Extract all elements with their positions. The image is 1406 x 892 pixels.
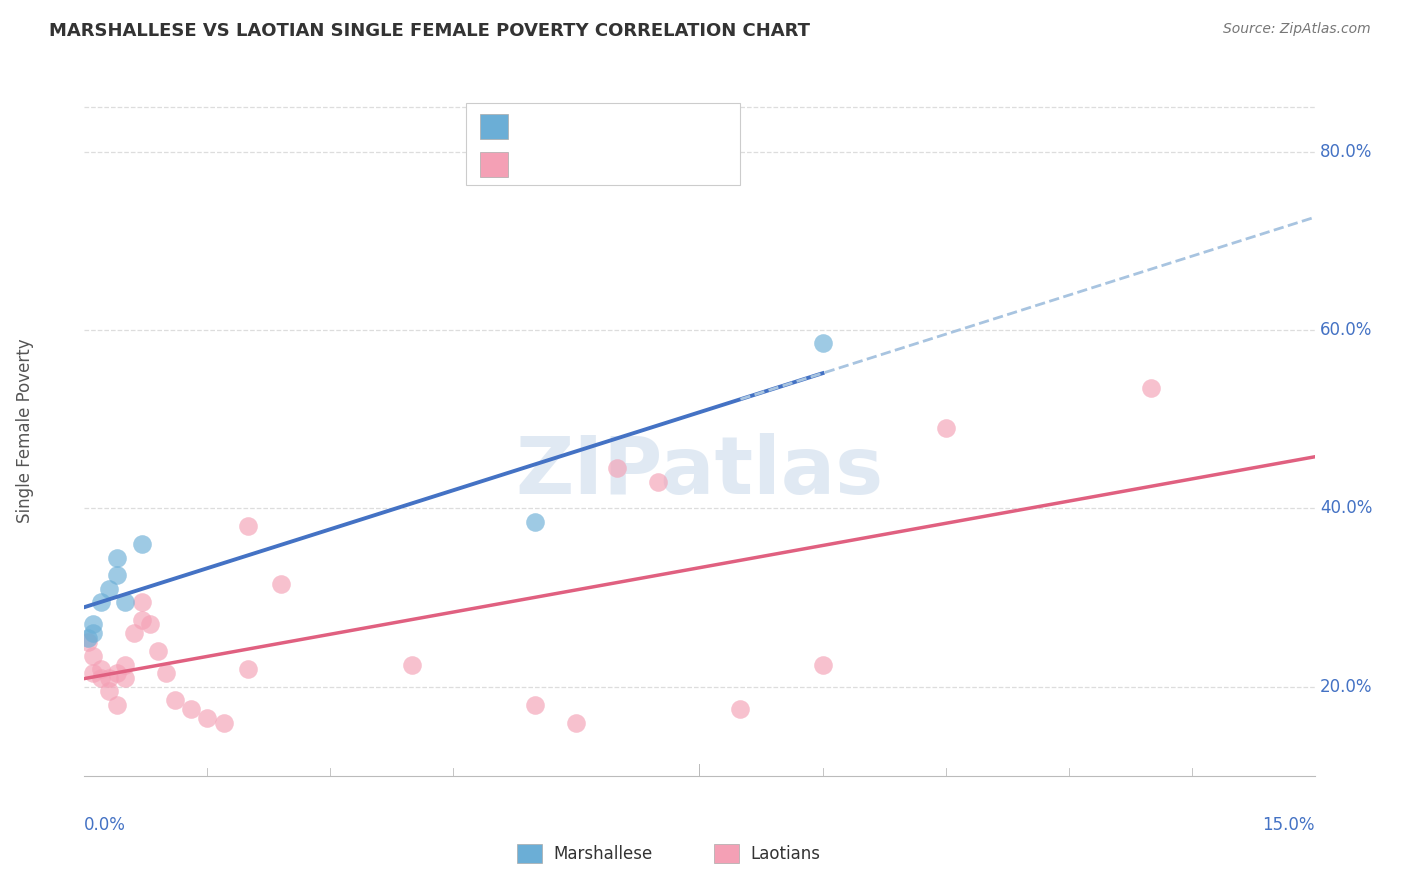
Text: 80.0%: 80.0% <box>1320 143 1372 161</box>
Point <box>114 657 136 672</box>
Point <box>82 617 104 632</box>
Point <box>105 568 128 582</box>
Point <box>647 475 669 489</box>
Point <box>77 635 100 649</box>
Point <box>811 336 834 351</box>
Point <box>524 698 547 712</box>
Point <box>82 648 104 663</box>
Point <box>401 657 423 672</box>
Point <box>105 666 128 681</box>
Point <box>180 702 202 716</box>
Point <box>565 715 588 730</box>
Point <box>82 666 104 681</box>
Point <box>105 698 128 712</box>
Point <box>1139 381 1161 395</box>
Text: 0.497: 0.497 <box>547 157 598 172</box>
Text: 11: 11 <box>640 119 662 134</box>
Text: 0.0%: 0.0% <box>84 816 127 834</box>
Point <box>270 577 292 591</box>
Point <box>730 702 752 716</box>
Point <box>131 613 153 627</box>
Text: 33: 33 <box>640 157 662 172</box>
Text: Laotians: Laotians <box>751 845 820 863</box>
Text: MARSHALLESE VS LAOTIAN SINGLE FEMALE POVERTY CORRELATION CHART: MARSHALLESE VS LAOTIAN SINGLE FEMALE POV… <box>49 22 810 40</box>
Point <box>163 693 186 707</box>
Text: 0.741: 0.741 <box>547 119 598 134</box>
Text: 60.0%: 60.0% <box>1320 321 1372 339</box>
Point <box>139 617 162 632</box>
Point <box>98 671 120 685</box>
Point <box>82 626 104 640</box>
Point <box>90 671 112 685</box>
Point <box>98 684 120 698</box>
Point <box>811 657 834 672</box>
Point <box>524 515 547 529</box>
Point <box>131 595 153 609</box>
Point <box>212 715 235 730</box>
Point <box>238 662 260 676</box>
Text: N =: N = <box>609 119 640 134</box>
Point <box>238 519 260 533</box>
Point <box>131 537 153 551</box>
Text: ZIPatlas: ZIPatlas <box>516 433 883 511</box>
Point <box>148 644 170 658</box>
Text: R =: R = <box>516 157 546 172</box>
Text: Source: ZipAtlas.com: Source: ZipAtlas.com <box>1223 22 1371 37</box>
Text: Marshallese: Marshallese <box>554 845 652 863</box>
Point <box>90 595 112 609</box>
Point <box>77 631 100 645</box>
Text: Single Female Poverty: Single Female Poverty <box>17 338 34 523</box>
Point <box>606 461 628 475</box>
Point <box>98 582 120 596</box>
Text: 20.0%: 20.0% <box>1320 678 1372 696</box>
Point <box>114 595 136 609</box>
Point <box>935 421 957 435</box>
Point <box>155 666 177 681</box>
Text: 40.0%: 40.0% <box>1320 500 1372 517</box>
Text: N =: N = <box>609 157 640 172</box>
Text: 15.0%: 15.0% <box>1263 816 1315 834</box>
Point <box>197 711 219 725</box>
Point <box>114 671 136 685</box>
Point <box>105 550 128 565</box>
Point <box>122 626 145 640</box>
Text: R =: R = <box>516 119 546 134</box>
Point <box>90 662 112 676</box>
